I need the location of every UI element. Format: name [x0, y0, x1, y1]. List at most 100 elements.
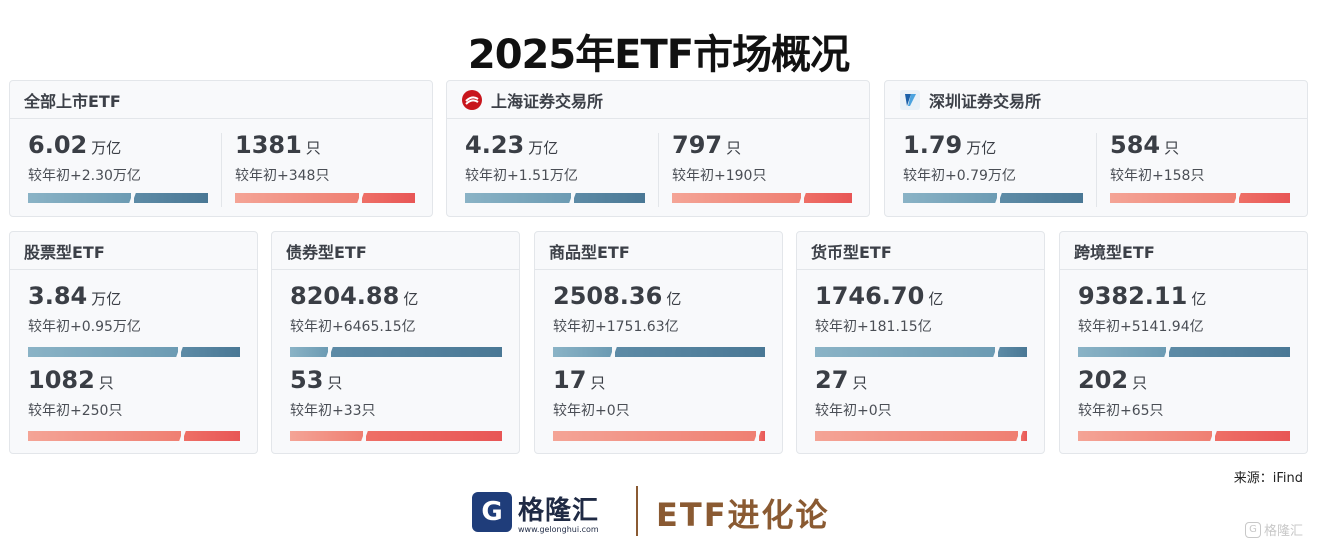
footer: G 格隆汇 www.gelonghui.com ETF进化论 — [0, 482, 1317, 542]
scale-delta: 较年初+0.95万亿 — [28, 319, 141, 335]
scale-bar-increase — [615, 347, 765, 357]
count-column: 17 只较年初+0只 — [553, 366, 630, 420]
count-bar — [672, 193, 852, 203]
count-bar-increase — [804, 193, 852, 203]
count-column: 202 只较年初+65只 — [1078, 366, 1164, 420]
count-bar-prior — [553, 431, 756, 441]
count-unit: 只 — [1164, 139, 1180, 157]
count-column: 27 只较年初+0只 — [815, 366, 892, 420]
count-bar-prior — [672, 193, 801, 203]
card-title: 商品型ETF — [549, 242, 630, 262]
count-unit: 只 — [98, 374, 114, 392]
scale-number: 2508.36 — [553, 282, 663, 310]
column-divider — [221, 133, 222, 207]
count-delta: 较年初+33只 — [290, 403, 376, 419]
count-column: 584 只较年初+158只 — [1110, 131, 1204, 185]
count-bar-prior — [1078, 431, 1212, 441]
count-bar — [235, 193, 415, 203]
sse-logo-icon — [461, 89, 483, 111]
count-unit: 只 — [852, 374, 868, 392]
count-bar-increase — [1021, 431, 1027, 441]
count-column: 797 只较年初+190只 — [672, 131, 766, 185]
count-delta: 较年初+250只 — [28, 403, 123, 419]
scale-column: 8204.88 亿较年初+6465.15亿 — [290, 282, 418, 336]
count-delta: 较年初+0只 — [553, 403, 630, 419]
column-name: ETF进化论 — [656, 496, 830, 534]
scale-unit: 万亿 — [91, 290, 122, 308]
count-bar-increase — [366, 431, 502, 441]
scale-delta: 较年初+0.79万亿 — [903, 168, 1016, 184]
count-bar — [815, 431, 1027, 441]
card-header: 商品型ETF — [535, 232, 782, 270]
count-bar-increase — [184, 431, 240, 441]
column-divider — [658, 133, 659, 207]
watermark-text: 格隆汇 — [1263, 524, 1303, 539]
count-delta: 较年初+190只 — [672, 168, 767, 184]
exchange-card: 上海证券交易所 4.23 万亿 较年初+1.51万亿 797 只较年初+190只 — [446, 80, 870, 217]
scale-number: 1746.70 — [815, 282, 925, 310]
scale-bar-prior — [290, 347, 328, 357]
scale-bar-increase — [998, 347, 1027, 357]
count-unit: 只 — [305, 139, 321, 157]
card-title: 货币型ETF — [811, 242, 892, 262]
scale-bar — [815, 347, 1027, 357]
card-header: 股票型ETF — [10, 232, 257, 270]
scale-bar-increase — [574, 193, 645, 203]
count-number: 202 — [1078, 366, 1129, 394]
scale-value: 1746.70 亿 — [815, 282, 943, 310]
count-bar — [1078, 431, 1290, 441]
card-header: 全部上市ETF — [10, 81, 432, 119]
scale-column: 3.84 万亿 较年初+0.95万亿 — [28, 282, 141, 336]
scale-delta: 较年初+1.51万亿 — [465, 168, 578, 184]
gelonghui-logo-icon: G — [472, 492, 512, 532]
scale-bar-increase — [1169, 347, 1290, 357]
count-bar — [1110, 193, 1290, 203]
scale-unit: 亿 — [403, 290, 419, 308]
count-value: 27 只 — [815, 366, 892, 394]
card-title: 全部上市ETF — [24, 91, 121, 111]
brand-name: 格隆汇 — [518, 496, 600, 526]
gelonghui-brand: G 格隆汇 www.gelonghui.com — [472, 490, 599, 534]
scale-column: 2508.36 亿较年初+1751.63亿 — [553, 282, 681, 336]
count-value: 1082 只 — [28, 366, 122, 394]
scale-bar-prior — [28, 193, 131, 203]
card-header: 跨境型ETF — [1060, 232, 1307, 270]
scale-bar — [553, 347, 765, 357]
count-bar-prior — [235, 193, 359, 203]
scale-bar — [28, 347, 240, 357]
scale-number: 6.02 — [28, 131, 88, 159]
count-number: 584 — [1110, 131, 1161, 159]
scale-bar-prior — [28, 347, 178, 357]
count-bar-increase — [1215, 431, 1290, 441]
scale-value: 9382.11 亿 — [1078, 282, 1206, 310]
scale-unit: 亿 — [1191, 290, 1207, 308]
scale-value: 4.23 万亿 — [465, 131, 578, 159]
category-card: 债券型ETF 8204.88 亿较年初+6465.15亿 53 只较年初+33只 — [271, 231, 520, 454]
category-card: 货币型ETF 1746.70 亿较年初+181.15亿 27 只较年初+0只 — [796, 231, 1045, 454]
count-bar-prior — [290, 431, 363, 441]
card-title: 跨境型ETF — [1074, 242, 1155, 262]
card-title: 股票型ETF — [24, 242, 105, 262]
count-delta: 较年初+0只 — [815, 403, 892, 419]
scale-bar-prior — [465, 193, 571, 203]
count-number: 1381 — [235, 131, 302, 159]
scale-bar-increase — [331, 347, 502, 357]
count-bar — [290, 431, 502, 441]
scale-bar — [28, 193, 208, 203]
source-label: 来源：iFind — [1233, 471, 1303, 486]
scale-column: 6.02 万亿 较年初+2.30万亿 — [28, 131, 141, 185]
scale-number: 4.23 — [465, 131, 525, 159]
scale-number: 9382.11 — [1078, 282, 1188, 310]
exchange-card: 全部上市ETF 6.02 万亿 较年初+2.30万亿 1381 只较年初+348只 — [9, 80, 433, 217]
scale-unit: 万亿 — [966, 139, 997, 157]
scale-bar-prior — [553, 347, 612, 357]
card-header: 货币型ETF — [797, 232, 1044, 270]
szse-logo-icon — [899, 89, 921, 111]
watermark: G 格隆汇 — [1244, 520, 1303, 539]
count-unit: 只 — [590, 374, 606, 392]
count-delta: 较年初+348只 — [235, 168, 330, 184]
count-number: 53 — [290, 366, 324, 394]
scale-bar — [465, 193, 645, 203]
count-number: 797 — [672, 131, 723, 159]
scale-column: 9382.11 亿较年初+5141.94亿 — [1078, 282, 1206, 336]
